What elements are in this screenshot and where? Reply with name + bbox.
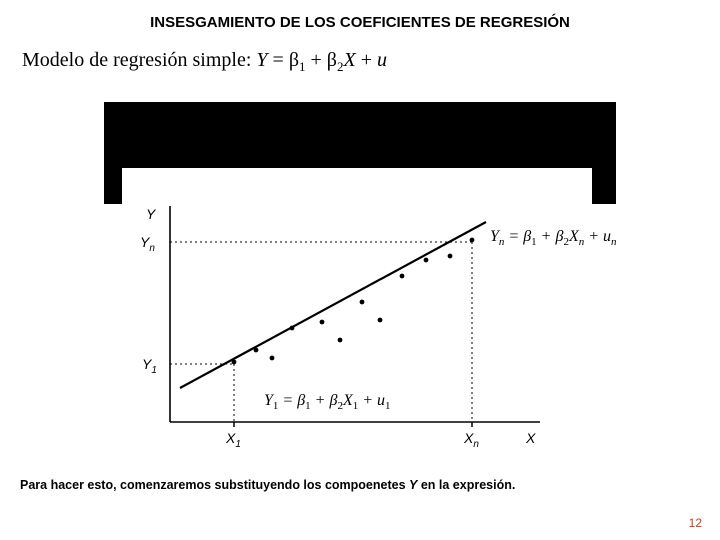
white-inset [122,168,592,204]
x1-label: X1 [226,430,241,450]
x-axis-label: X [526,430,535,446]
formula-yn: Yn = β1 + β2Xn + un [490,228,617,248]
formula-y1: Y1 = β1 + β2X1 + u1 [264,392,391,412]
page-number: 12 [689,516,702,530]
regression-chart: Y Yn Y1 X1 Xn X Yn = β1 + β2Xn + un Y1 =… [122,204,652,454]
y-axis-label: Y [146,206,155,222]
yn-label: Yn [140,234,155,254]
xn-label: Xn [464,430,479,450]
model-equation: Modelo de regresión simple: Y = β1 + β2X… [0,31,720,75]
page-title: INSESGAMIENTO DE LOS COEFICIENTES DE REG… [0,0,720,31]
footer-caption: Para hacer esto, comenzaremos substituye… [20,478,515,492]
y1-label: Y1 [142,356,157,376]
